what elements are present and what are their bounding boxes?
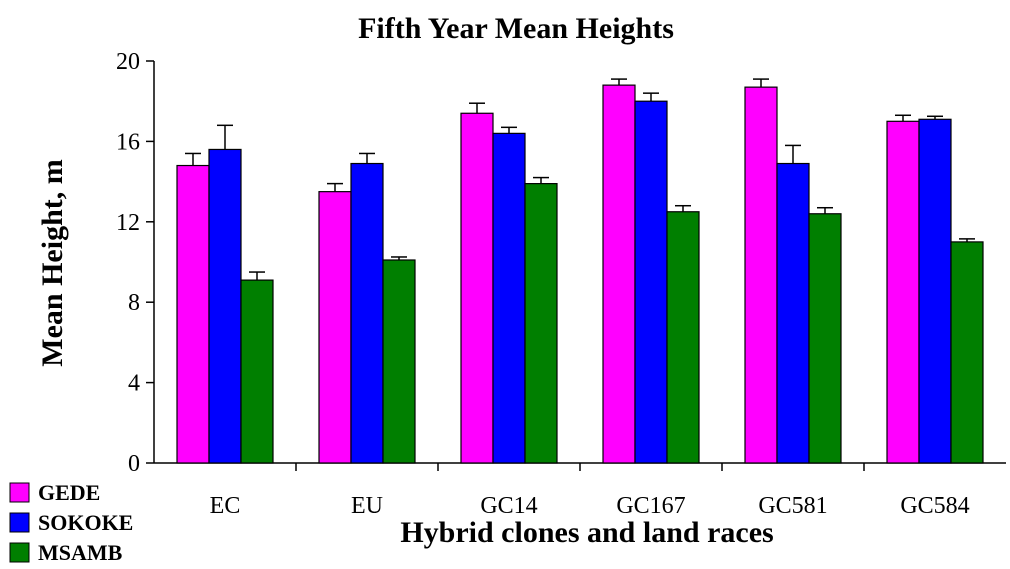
x-tick-label: GC167: [616, 493, 685, 519]
bar-sokoke: [918, 118, 952, 464]
y-tick-label: 12: [116, 210, 140, 236]
bar-gede: [460, 112, 494, 464]
bar-sokoke: [776, 162, 810, 464]
bar-msamb: [950, 241, 984, 464]
bar-gede: [886, 120, 920, 464]
legend-label: GEDE: [38, 480, 100, 505]
bar-msamb: [524, 183, 558, 464]
bar-gede: [602, 84, 636, 464]
bar-msamb: [382, 259, 416, 464]
bar-gede: [318, 191, 352, 464]
bar-sokoke: [350, 162, 384, 464]
legend-label: MSAMB: [38, 540, 123, 565]
bar-sokoke: [208, 148, 242, 464]
x-tick-label: EU: [351, 493, 383, 519]
legend-swatch: [9, 482, 30, 503]
bar-sokoke: [634, 100, 668, 464]
legend-swatch: [9, 542, 30, 563]
y-axis-title: Mean Height, m: [36, 159, 69, 366]
bar-msamb: [240, 279, 274, 464]
legend-label: SOKOKE: [38, 510, 133, 535]
legend-swatch: [9, 512, 30, 533]
x-tick-label: EC: [210, 493, 241, 519]
bar-gede: [744, 86, 778, 464]
bar-gede: [176, 164, 210, 464]
bar-sokoke: [492, 132, 526, 464]
y-tick-label: 16: [116, 129, 140, 155]
bar-msamb: [808, 213, 842, 464]
chart-title: Fifth Year Mean Heights: [358, 12, 674, 45]
x-tick-label: GC584: [900, 493, 969, 519]
x-axis-title: Hybrid clones and land races: [400, 516, 773, 549]
y-tick-label: 8: [128, 290, 140, 316]
bar-msamb: [666, 211, 700, 464]
y-tick-label: 20: [116, 49, 140, 75]
y-tick-label: 0: [128, 451, 140, 477]
x-tick-label: GC581: [758, 493, 827, 519]
y-tick-label: 4: [128, 371, 140, 397]
legend: GEDE SOKOKE MSAMB: [9, 480, 133, 565]
plot-area: 0 4 8 12 16 20 EC EU GC14 GC167 GC581 GC584: [116, 49, 1006, 519]
x-tick-label: GC14: [480, 493, 537, 519]
